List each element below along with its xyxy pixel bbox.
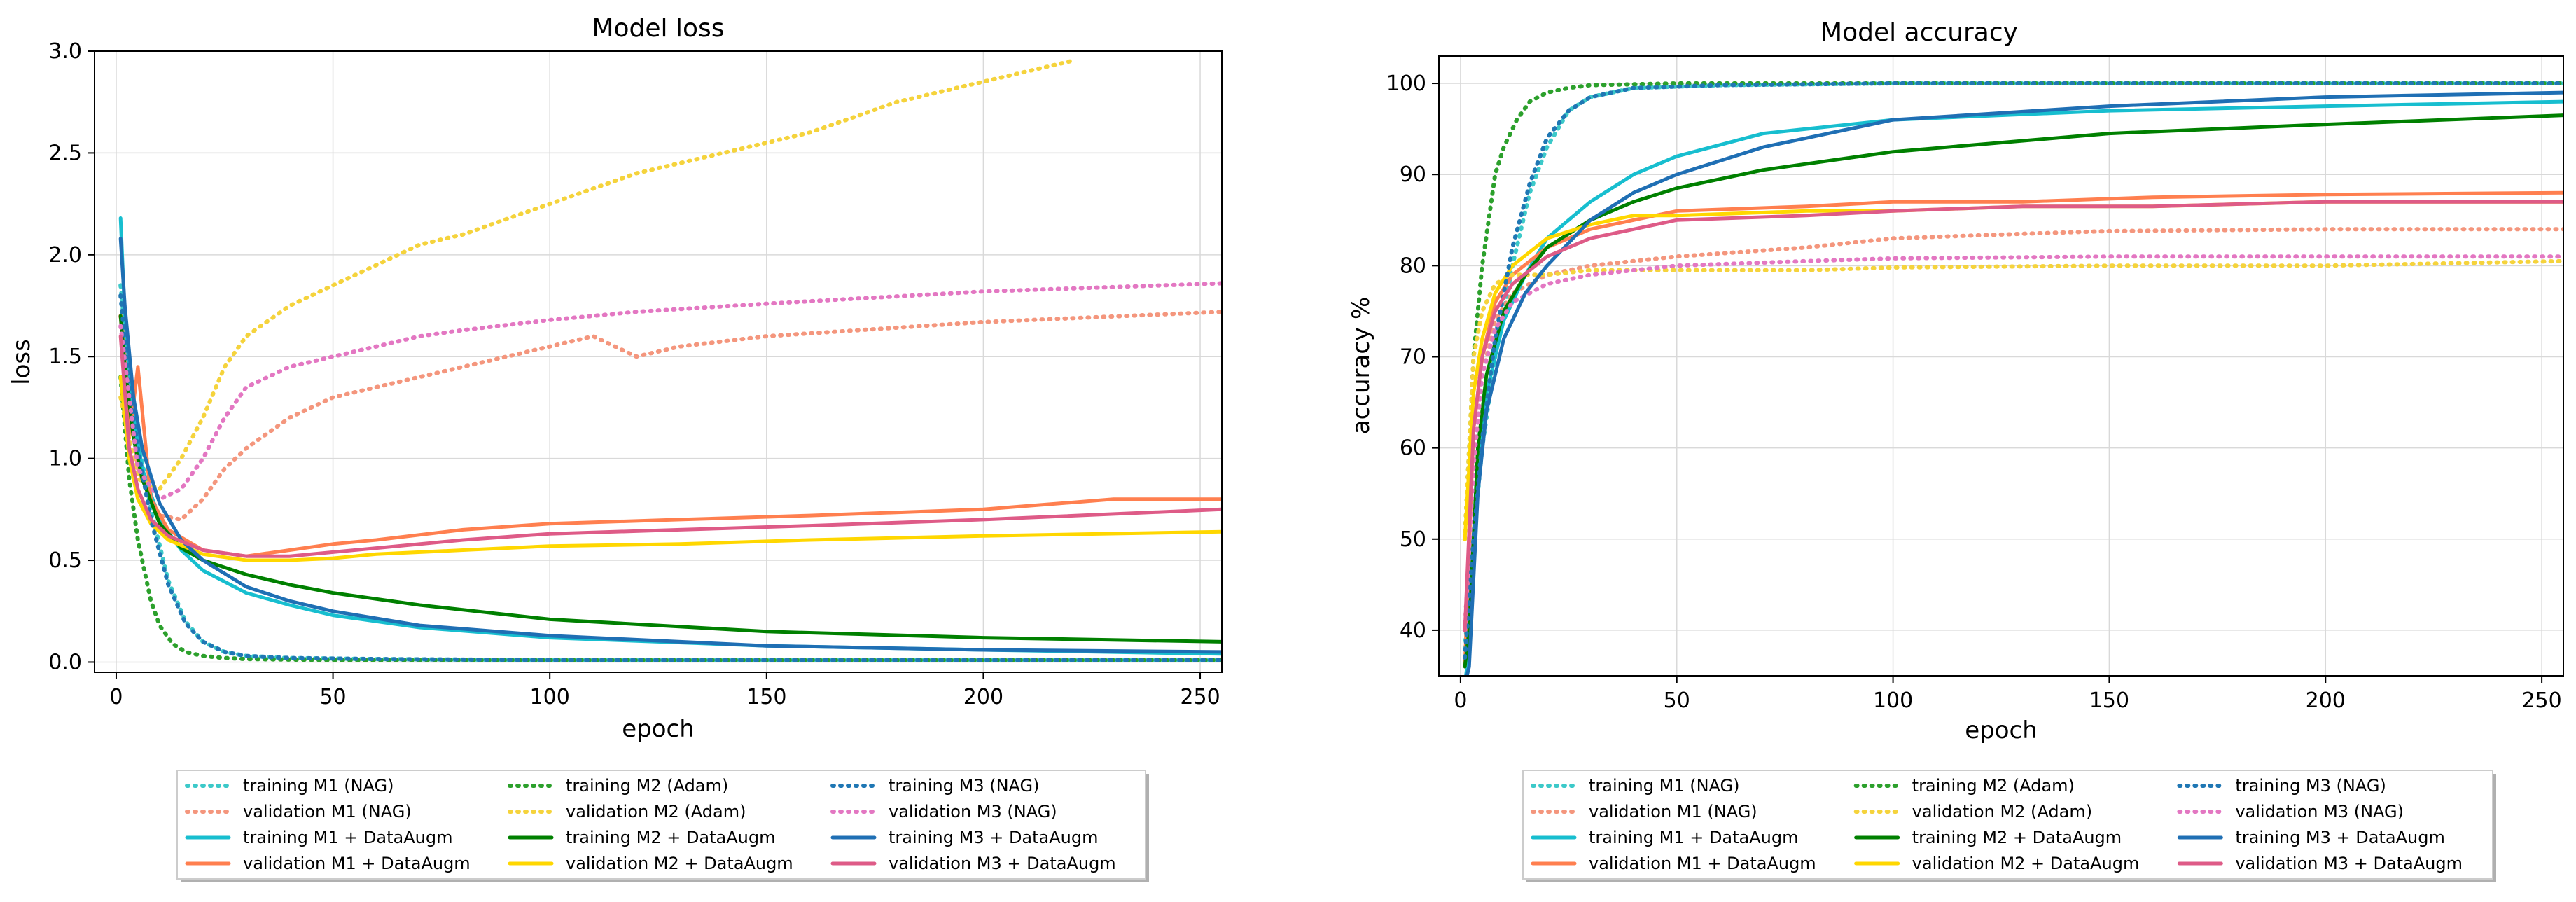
legend-label: validation M3 (NAG): [2235, 802, 2404, 821]
legend-label: validation M2 (Adam): [566, 802, 746, 821]
series-validation-m1-nag-: [1463, 227, 2563, 632]
series-validation-m3-nag-: [118, 281, 1222, 501]
x-tick-label: 50: [1664, 688, 1690, 713]
accuracy-chart-title: Model accuracy: [1820, 18, 2018, 47]
x-tick-label: 250: [1180, 685, 1220, 709]
series-training-m2-dataaugm: [1463, 113, 2563, 669]
accuracy-series-group: [1463, 81, 2563, 676]
x-tick-label: 200: [2306, 688, 2346, 713]
y-tick-label: 1.0: [48, 447, 82, 471]
y-tick-label: 70: [1400, 345, 1426, 369]
legend-label: training M3 (NAG): [889, 776, 1039, 796]
x-tick-label: 0: [109, 685, 123, 709]
x-tick-label: 150: [746, 685, 786, 709]
accuracy-legend: training M1 (NAG) validation M1 (NAG) trai…: [1522, 770, 2496, 882]
loss-legend: training M1 (NAG) validation M1 (NAG) trai…: [176, 770, 1149, 882]
legend-label: validation M1 + DataAugm: [243, 854, 471, 873]
series-training-m1-dataaugm: [118, 216, 1222, 656]
x-tick-label: 100: [1873, 688, 1913, 713]
series-validation-m3-dataaugm: [118, 334, 1222, 558]
loss-plot-frame: [94, 50, 1223, 673]
loss-y-ticks: 0.0 0.5 1.0 1.5 2.0 2.5 3.0: [48, 39, 95, 674]
series-training-m1-dataaugm: [1464, 99, 2563, 676]
series-validation-m2-dataaugm: [118, 375, 1222, 562]
y-tick-label: 80: [1400, 254, 1426, 278]
x-tick-label: 50: [319, 685, 346, 709]
legend-label: validation M2 + DataAugm: [1912, 854, 2140, 873]
x-tick-label: 200: [963, 685, 1003, 709]
series-validation-m3-nag-: [1463, 254, 2563, 632]
series-validation-m1-dataaugm: [118, 314, 1222, 558]
legend-label: validation M1 (NAG): [1589, 802, 1757, 821]
series-training-m3-nag-: [1463, 81, 2563, 660]
accuracy-grid: [1439, 56, 2563, 676]
y-tick-label: 0.0: [48, 650, 82, 674]
series-training-m1-nag-: [1463, 81, 2563, 651]
accuracy-x-axis-label: epoch: [1965, 716, 2038, 744]
series-training-m2-adam-: [1463, 81, 2563, 541]
y-tick-label: 3.0: [48, 39, 82, 64]
legend-label: validation M2 (Adam): [1912, 802, 2092, 821]
legend-box: [176, 770, 1146, 880]
loss-y-axis-label: loss: [8, 339, 36, 385]
accuracy-chart: Model accuracy 0 50 100 150 200 250 40 50 60 70 8…: [1347, 18, 2564, 882]
series-training-m3-dataaugm: [118, 237, 1222, 654]
legend-label: training M1 (NAG): [1589, 776, 1739, 796]
y-tick-label: 40: [1400, 618, 1426, 643]
x-tick-label: 100: [530, 685, 570, 709]
legend-label: validation M1 (NAG): [243, 802, 412, 821]
series-validation-m2-dataaugm: [1463, 200, 2563, 541]
legend-label: training M3 + DataAugm: [2235, 828, 2445, 847]
y-tick-label: 2.5: [48, 141, 82, 165]
legend-label: validation M2 + DataAugm: [566, 854, 793, 873]
loss-series-group: [118, 59, 1222, 662]
y-tick-label: 60: [1400, 436, 1426, 461]
accuracy-x-ticks: 0 50 100 150 200 250: [1454, 676, 2562, 713]
y-tick-label: 90: [1400, 162, 1426, 187]
loss-x-axis-label: epoch: [622, 715, 695, 743]
legend-label: training M2 (Adam): [1912, 776, 2075, 796]
legend-label: training M2 (Adam): [566, 776, 728, 796]
legend-label: training M1 + DataAugm: [243, 828, 453, 847]
x-tick-label: 0: [1454, 688, 1467, 713]
series-validation-m3-dataaugm: [1463, 200, 2563, 632]
y-tick-label: 100: [1386, 71, 1426, 96]
legend-label: training M2 + DataAugm: [1912, 828, 2122, 847]
legend-label: training M2 + DataAugm: [566, 828, 776, 847]
x-tick-label: 250: [2521, 688, 2561, 713]
legend-box: [1522, 770, 2493, 880]
loss-chart: Model loss 0 50 100 150 200 250 0.0 0.5 1.0 1.5 2…: [8, 14, 1223, 882]
legend-label: training M3 + DataAugm: [889, 828, 1099, 847]
accuracy-y-axis-label: accuracy %: [1347, 297, 1375, 435]
y-tick-label: 2.0: [48, 243, 82, 268]
accuracy-y-ticks: 40 50 60 70 80 90 100: [1386, 71, 1439, 643]
series-training-m2-dataaugm: [118, 314, 1222, 644]
series-validation-m1-nag-: [118, 310, 1222, 522]
legend-label: validation M3 (NAG): [889, 802, 1057, 821]
legend-label: validation M1 + DataAugm: [1589, 854, 1816, 873]
legend-label: training M1 + DataAugm: [1589, 828, 1799, 847]
series-validation-m2-adam-: [1463, 258, 2563, 541]
y-tick-label: 0.5: [48, 548, 82, 573]
legend-label: validation M3 + DataAugm: [889, 854, 1116, 873]
loss-chart-title: Model loss: [592, 14, 724, 43]
series-training-m3-dataaugm: [1465, 90, 2563, 676]
legend-label: training M1 (NAG): [243, 776, 394, 796]
y-tick-label: 50: [1400, 527, 1426, 552]
y-tick-label: 1.5: [48, 345, 82, 369]
legend-label: training M3 (NAG): [2235, 776, 2386, 796]
series-validation-m2-adam-: [118, 59, 1073, 492]
accuracy-plot-frame: [1438, 55, 2564, 676]
x-tick-label: 150: [2089, 688, 2129, 713]
loss-x-ticks: 0 50 100 150 200 250: [109, 672, 1220, 709]
legend-label: validation M3 + DataAugm: [2235, 854, 2463, 873]
